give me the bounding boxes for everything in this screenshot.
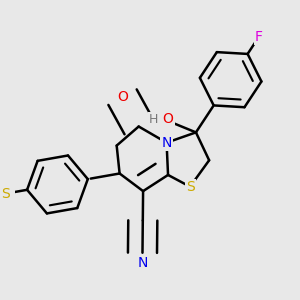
Text: O: O — [117, 90, 128, 104]
Text: S: S — [186, 180, 194, 194]
Text: H: H — [149, 113, 158, 126]
Text: F: F — [255, 30, 263, 44]
Text: N: N — [161, 136, 172, 150]
Text: S: S — [1, 187, 10, 201]
Text: N: N — [137, 256, 148, 270]
Text: O: O — [163, 112, 173, 126]
